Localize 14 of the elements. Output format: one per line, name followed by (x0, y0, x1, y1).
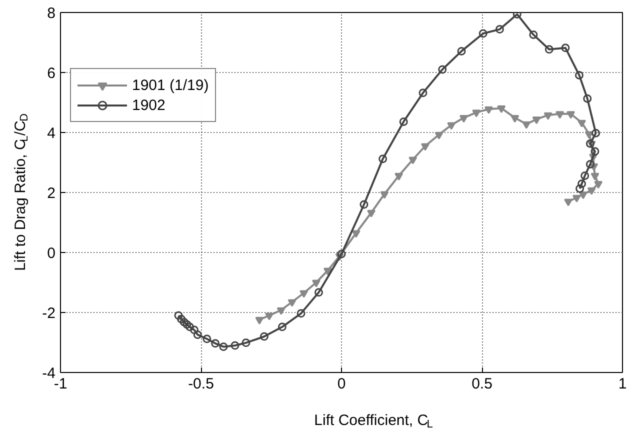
y-tick-label: 2 (47, 185, 56, 202)
y-tick-label: 0 (47, 245, 56, 262)
x-tick-label: 0.5 (472, 376, 492, 392)
legend-label: 1901 (1/19) (132, 76, 209, 94)
y-tick-label: -4 (42, 365, 56, 382)
x-tick-label: 0 (337, 376, 346, 392)
x-tick-label: -0.5 (188, 376, 214, 392)
x-tick-label: -1 (54, 376, 68, 392)
y-tick-label: 4 (47, 125, 56, 142)
x-tick-label: 1 (618, 376, 627, 392)
y-tick-label: 6 (47, 65, 56, 82)
y-tick-label: -2 (42, 305, 56, 322)
legend-label: 1902 (132, 96, 166, 114)
y-tick-label: 8 (47, 5, 56, 22)
